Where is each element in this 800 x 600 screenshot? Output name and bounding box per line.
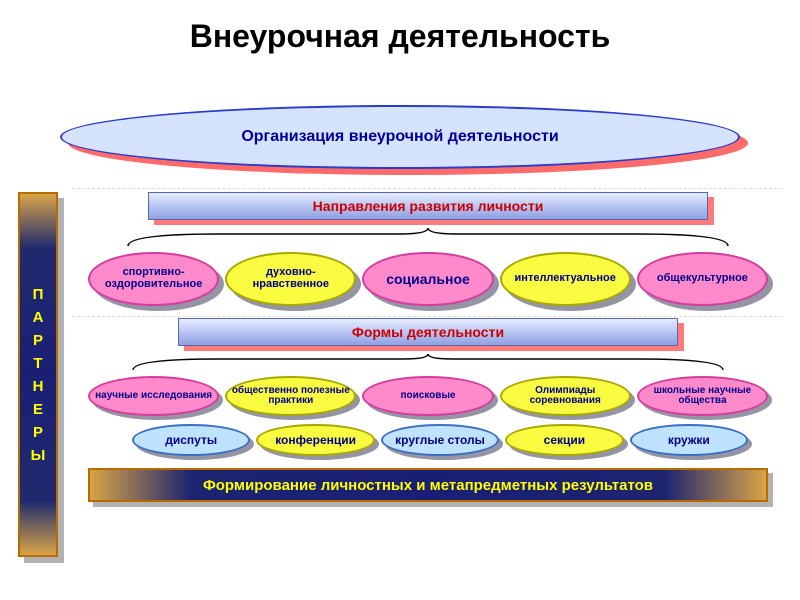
direction-node: интеллектуальное [500, 252, 631, 306]
main-column: Направления развития личности спортивно-… [78, 192, 778, 502]
banner-forms-label: Формы деятельности [178, 318, 678, 346]
form-node-label: научные исследования [88, 376, 219, 416]
partners-letter: А [33, 307, 44, 328]
direction-node-label: социальное [362, 252, 493, 306]
banner-forms: Формы деятельности [178, 318, 678, 346]
directions-row: спортивно-оздоровительноедуховно-нравств… [88, 252, 768, 306]
partners-letter: Е [33, 399, 43, 420]
form-node-label: конференции [256, 424, 374, 456]
form-node: научные исследования [88, 376, 219, 416]
partners-bar: ПАРТНЕРЫ [18, 192, 58, 557]
form-node-label: кружки [630, 424, 748, 456]
banner-directions: Направления развития личности [148, 192, 708, 220]
banner-bottom: Формирование личностных и метапредметных… [88, 468, 768, 502]
form-node-label: школьные научные общества [637, 376, 768, 416]
banner-bottom-label: Формирование личностных и метапредметных… [203, 477, 653, 494]
partners-letter: П [33, 284, 44, 305]
form-node: круглые столы [381, 424, 499, 456]
forms-row-1: научные исследованияобщественно полезные… [88, 376, 768, 416]
direction-node-label: спортивно-оздоровительное [88, 252, 219, 306]
banner-directions-label: Направления развития личности [148, 192, 708, 220]
form-node: Олимпиады соревнования [500, 376, 631, 416]
partners-letter: Р [33, 422, 43, 443]
top-ellipse: Организация внеурочной деятельности [60, 105, 740, 169]
form-node-label: диспуты [132, 424, 250, 456]
form-node-label: Олимпиады соревнования [500, 376, 631, 416]
form-node-label: секции [505, 424, 623, 456]
partners-letter: Ы [31, 445, 46, 466]
form-node: кружки [630, 424, 748, 456]
partners-letter: Р [33, 330, 43, 351]
brace-icon [108, 228, 748, 250]
brace-icon [108, 354, 748, 374]
top-ellipse-label: Организация внеурочной деятельности [241, 128, 558, 146]
forms-row-2: диспутыконференциикруглые столысекциикру… [108, 424, 748, 456]
direction-node: спортивно-оздоровительное [88, 252, 219, 306]
direction-node: общекультурное [637, 252, 768, 306]
form-node-label: общественно полезные практики [225, 376, 356, 416]
form-node: школьные научные общества [637, 376, 768, 416]
form-node: поисковые [362, 376, 493, 416]
form-node-label: круглые столы [381, 424, 499, 456]
direction-node: духовно-нравственное [225, 252, 356, 306]
form-node: общественно полезные практики [225, 376, 356, 416]
partners-letter: Т [33, 353, 42, 374]
direction-node-label: интеллектуальное [500, 252, 631, 306]
direction-node-label: духовно-нравственное [225, 252, 356, 306]
form-node: секции [505, 424, 623, 456]
direction-node-label: общекультурное [637, 252, 768, 306]
partners-letter: Н [33, 376, 44, 397]
form-node: конференции [256, 424, 374, 456]
direction-node: социальное [362, 252, 493, 306]
form-node-label: поисковые [362, 376, 493, 416]
page-title: Внеурочная деятельность [0, 0, 800, 55]
form-node: диспуты [132, 424, 250, 456]
